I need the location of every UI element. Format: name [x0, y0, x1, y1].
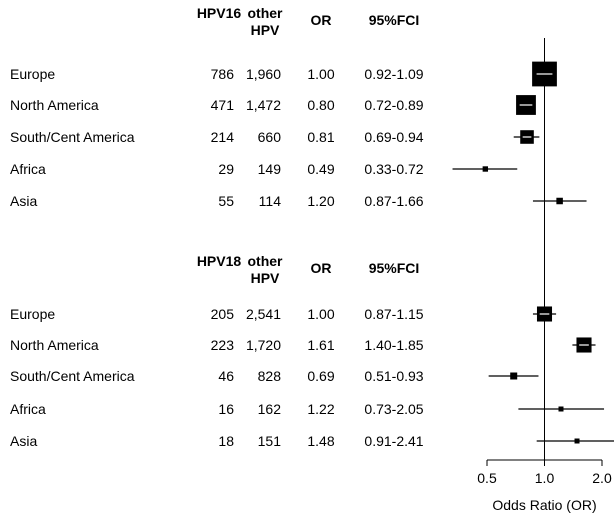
row-region: South/Cent America [10, 129, 135, 145]
header-ci: 95%FCI [369, 260, 420, 276]
row-region: North America [10, 337, 99, 353]
row-n-type: 29 [218, 161, 234, 177]
header-other-hpv-line: HPV [251, 270, 280, 286]
row-or: 1.61 [307, 337, 334, 353]
row-n-other: 149 [258, 161, 282, 177]
or-marker [574, 438, 580, 444]
row-n-type: 16 [218, 401, 234, 417]
header-or: OR [311, 12, 332, 28]
header-hpv-type: HPV16 [197, 5, 242, 21]
row-ci: 0.51-0.93 [364, 368, 423, 384]
row-ci: 1.40-1.85 [364, 337, 423, 353]
header-other-hpv-line: other [248, 5, 284, 21]
row-n-type: 205 [211, 306, 235, 322]
row-n-type: 18 [218, 433, 234, 449]
x-tick-label: 0.5 [477, 470, 497, 486]
row-or: 1.00 [307, 306, 334, 322]
header-ci: 95%FCI [369, 12, 420, 28]
row-n-other: 828 [258, 368, 282, 384]
row-or: 1.22 [307, 401, 334, 417]
x-tick-label: 1.0 [535, 470, 555, 486]
row-n-type: 55 [218, 193, 234, 209]
header-other-hpv-line: other [248, 253, 284, 269]
row-region: Asia [10, 433, 37, 449]
row-region: Europe [10, 66, 55, 82]
row-or: 1.00 [307, 66, 334, 82]
or-marker [510, 372, 518, 380]
row-n-other: 162 [258, 401, 282, 417]
row-or: 1.48 [307, 433, 334, 449]
row-or: 1.20 [307, 193, 334, 209]
row-ci: 0.87-1.66 [364, 193, 423, 209]
header-hpv-type: HPV18 [197, 253, 242, 269]
row-ci: 0.73-2.05 [364, 401, 423, 417]
header-or: OR [311, 260, 332, 276]
row-region: Asia [10, 193, 37, 209]
row-ci: 0.91-2.41 [364, 433, 423, 449]
header-other-hpv: other HPV [248, 5, 284, 38]
row-region: Africa [10, 161, 46, 177]
row-ci: 0.33-0.72 [364, 161, 423, 177]
row-region: Europe [10, 306, 55, 322]
x-tick-label: 2.0 [592, 470, 612, 486]
row-n-type: 471 [211, 97, 235, 113]
row-n-other: 2,541 [246, 306, 281, 322]
or-marker [556, 197, 563, 205]
row-ci: 0.87-1.15 [364, 306, 423, 322]
row-ci: 0.92-1.09 [364, 66, 423, 82]
row-n-other: 151 [258, 433, 282, 449]
row-or: 0.81 [307, 129, 334, 145]
row-ci: 0.72-0.89 [364, 97, 423, 113]
row-n-other: 114 [259, 193, 282, 209]
row-n-other: 1,472 [246, 97, 281, 113]
row-n-type: 46 [218, 368, 234, 384]
row-n-type: 214 [211, 129, 235, 145]
row-or: 0.80 [307, 97, 334, 113]
or-marker [482, 166, 489, 172]
row-region: Africa [10, 401, 46, 417]
row-n-other: 1,960 [246, 66, 281, 82]
row-n-other: 1,720 [246, 337, 281, 353]
row-or: 0.49 [307, 161, 334, 177]
header-other-hpv: other HPV [248, 253, 284, 286]
row-n-type: 223 [211, 337, 235, 353]
header-other-hpv-line: HPV [251, 22, 280, 38]
x-axis-title: Odds Ratio (OR) [492, 497, 596, 513]
or-marker [558, 406, 564, 412]
row-or: 0.69 [307, 368, 334, 384]
row-ci: 0.69-0.94 [364, 129, 423, 145]
row-n-other: 660 [258, 129, 282, 145]
row-n-type: 786 [211, 66, 235, 82]
row-region: North America [10, 97, 99, 113]
row-region: South/Cent America [10, 368, 135, 384]
